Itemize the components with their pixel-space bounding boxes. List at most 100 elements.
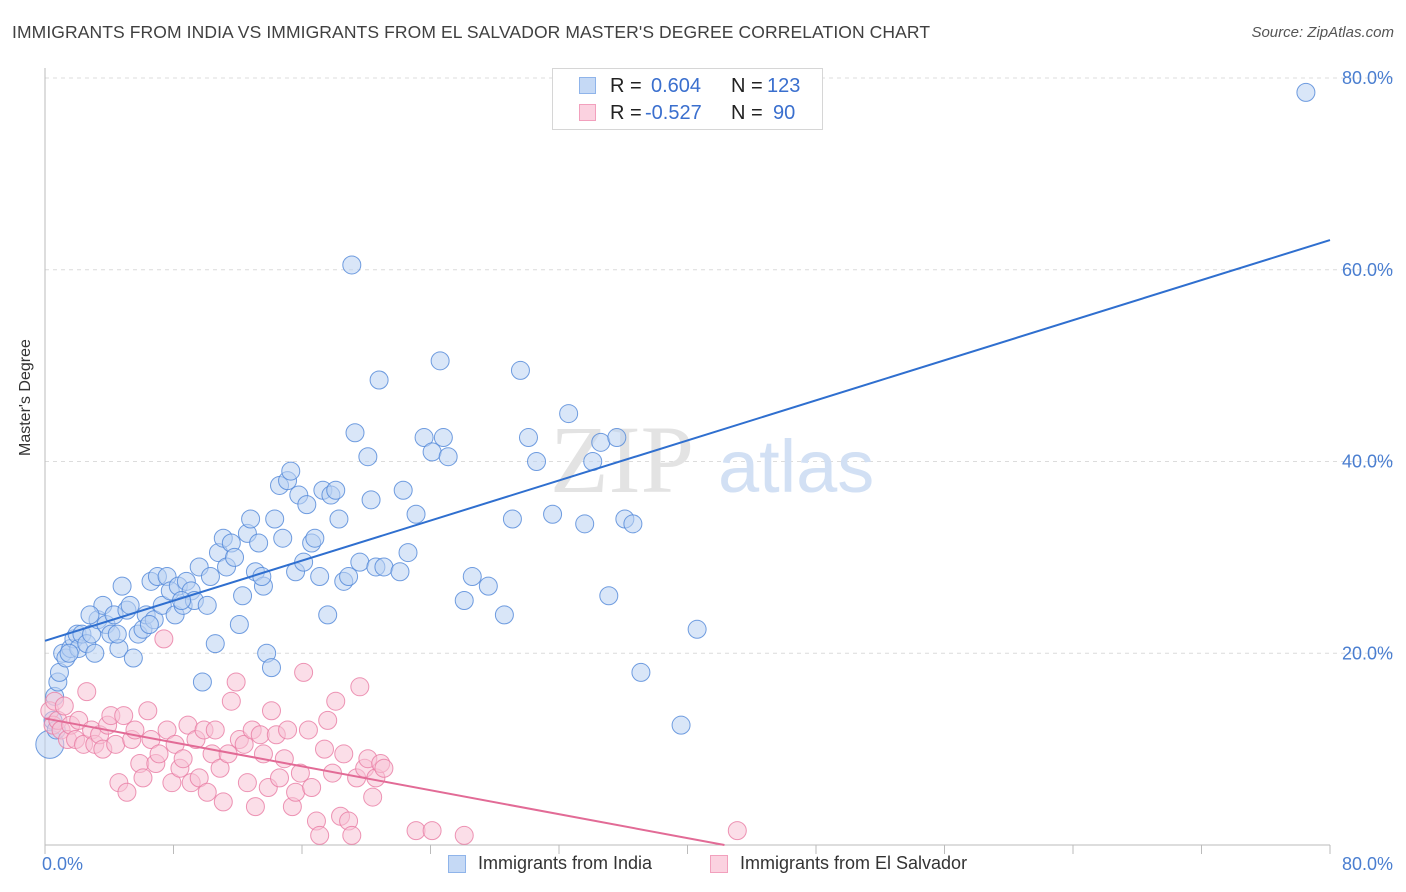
data-point [261,658,281,678]
watermark-atlas: atlas [718,425,874,508]
data-point [414,428,434,448]
data-point [454,825,474,845]
data-point [318,605,338,625]
data-point [406,504,426,524]
data-point [623,514,643,534]
data-point [261,701,281,721]
data-point [345,423,365,443]
data-point [339,567,359,587]
data-point [350,552,370,572]
data-point [213,792,233,812]
data-point [123,648,143,668]
data-point [310,825,330,845]
el-salvador-swatch [579,104,596,121]
trend-lines [44,239,1331,846]
data-point [422,821,442,841]
data-point [270,768,290,788]
data-point [302,777,322,797]
trend-line [44,717,725,846]
data-point [599,586,619,606]
data-point [462,567,482,587]
india-legend-swatch [448,855,466,873]
data-point [1296,82,1316,102]
legend-label: Immigrants from El Salvador [740,853,968,873]
data-point [369,370,389,390]
data-point [281,461,301,481]
data-point [189,768,209,788]
data-point [310,567,330,587]
india-points [35,82,1316,759]
data-point [433,428,453,448]
legend-label: Immigrants from India [478,853,653,873]
data-point [210,758,230,778]
data-point [318,710,338,730]
r-value: 0.604 [651,75,702,97]
data-point [393,480,413,500]
data-point [502,509,522,529]
x-tick-label: 80.0% [1342,854,1393,874]
data-point [114,706,134,726]
tick-labels: 20.0% 40.0% 60.0% 80.0% 0.0% 80.0% [42,68,1393,874]
data-point [361,490,381,510]
data-point [265,509,285,529]
data-point [250,725,270,745]
data-point [139,614,159,634]
data-point [241,509,261,529]
data-point [234,734,254,754]
data-point [245,797,265,817]
data-point [314,739,334,759]
el-salvador-legend-swatch [710,855,728,873]
data-point [77,682,97,702]
data-point [342,825,362,845]
data-point [221,691,241,711]
r-label: R = [610,75,642,97]
data-point [197,595,217,615]
data-point [631,662,651,682]
data-point [430,351,450,371]
data-point [494,605,514,625]
y-tick-label: 60.0% [1342,260,1393,280]
data-point [326,691,346,711]
data-point [278,720,298,740]
data-point [133,768,153,788]
y-tick-label: 80.0% [1342,68,1393,88]
data-point [112,576,132,596]
data-point [305,528,325,548]
data-point [237,773,257,793]
data-point [363,787,383,807]
data-point [398,543,418,563]
data-point [80,605,100,625]
data-point [173,749,193,769]
data-point [687,619,707,639]
n-label: N = [731,102,763,124]
data-point [290,763,310,783]
data-point [226,672,246,692]
data-point [374,758,394,778]
data-point [575,514,595,534]
n-value: 90 [773,102,796,124]
data-point [298,720,318,740]
data-point [527,452,547,471]
data-point [205,634,225,654]
data-point [233,586,253,606]
data-point [607,428,627,448]
data-point [727,821,747,841]
data-point [162,773,182,793]
data-point [671,715,691,735]
data-point [154,629,174,649]
data-point [478,576,498,596]
data-point [106,734,126,754]
data-point [559,404,579,424]
chart-title: IMMIGRANTS FROM INDIA VS IMMIGRANTS FROM… [12,22,931,42]
data-point [273,528,293,548]
data-point [518,428,538,448]
data-point [229,614,249,634]
data-point [297,495,317,515]
data-point [543,504,563,524]
r-value: -0.527 [645,102,702,124]
data-point [454,591,474,611]
data-point [286,782,306,802]
data-point [117,782,137,802]
data-point [591,432,611,452]
data-point [54,696,74,716]
